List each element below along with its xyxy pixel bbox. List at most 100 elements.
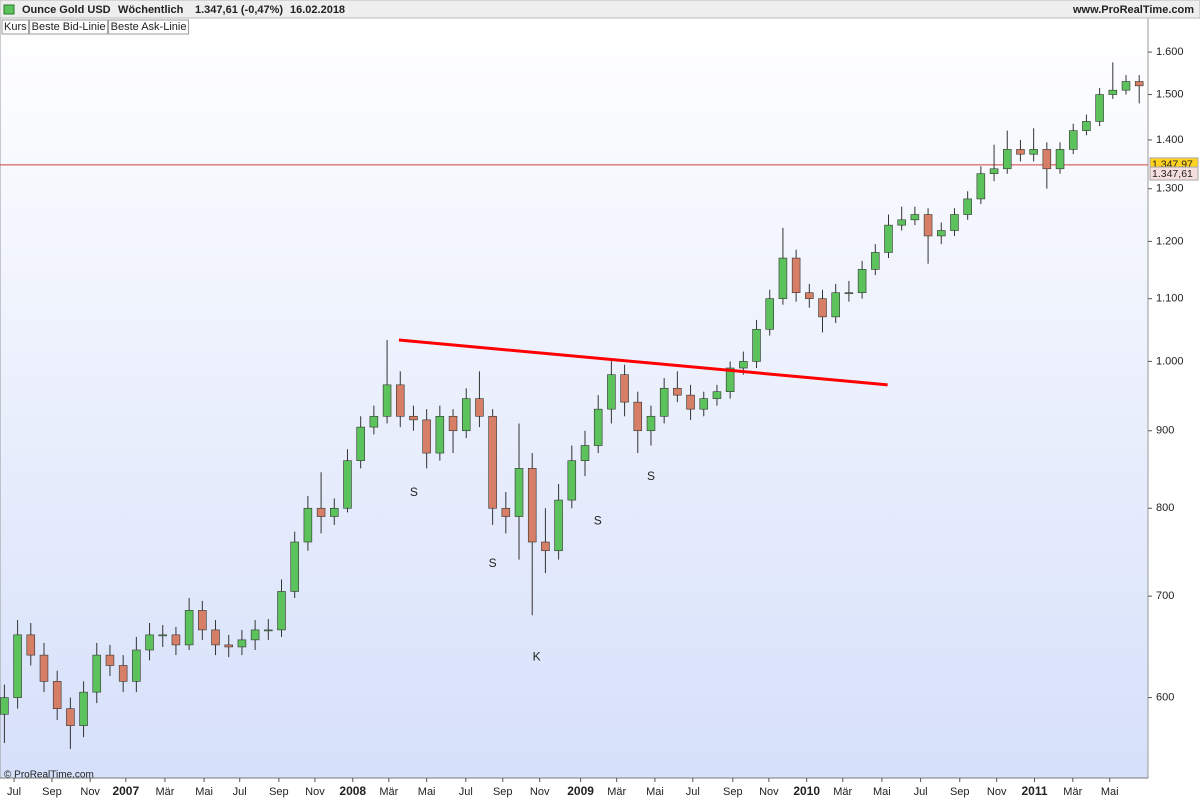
candle-body xyxy=(211,629,220,646)
legend-entry[interactable]: Beste Bid-Linie xyxy=(32,21,106,33)
candle-body xyxy=(132,649,141,682)
annotation: S xyxy=(489,556,497,570)
x-tick-label: Jul xyxy=(7,786,21,798)
candle-body xyxy=(1121,81,1131,91)
trendline xyxy=(398,338,888,387)
legend-box xyxy=(29,19,109,35)
candle-body xyxy=(831,292,840,318)
candle-body xyxy=(765,298,774,330)
annotation: K xyxy=(533,649,541,663)
y-tick-label: 1.200 xyxy=(1156,235,1184,247)
price-tag-label: 1.347,61 xyxy=(1152,168,1193,180)
candle-body xyxy=(26,634,36,656)
y-tick-label: 1.500 xyxy=(1156,88,1184,100)
y-tick-label: 900 xyxy=(1156,425,1174,437)
candle-body xyxy=(620,374,629,403)
candle-body xyxy=(1042,149,1052,170)
candle-body xyxy=(791,257,801,294)
candle-body xyxy=(13,634,22,698)
candle-body xyxy=(382,384,392,417)
x-tick-label: Nov xyxy=(759,786,779,798)
candle-body xyxy=(1095,94,1104,122)
watermark: © ProRealTime.com xyxy=(4,770,94,781)
candle-body xyxy=(105,654,115,666)
annotation: S xyxy=(647,469,655,483)
candle-body xyxy=(871,252,880,270)
candle-body xyxy=(739,361,748,369)
candle-body xyxy=(989,168,999,175)
x-tick-label: Mär xyxy=(379,786,398,798)
date: 16.02.2018 xyxy=(290,4,345,16)
candle-body xyxy=(409,415,418,421)
candle-body xyxy=(884,224,893,253)
x-tick-label: 2011 xyxy=(1021,784,1047,798)
x-tick-label: Mai xyxy=(195,786,213,798)
candle-body xyxy=(923,214,933,237)
candle-body xyxy=(118,665,128,682)
candle-body xyxy=(937,230,946,237)
price-tag xyxy=(1149,166,1199,181)
candle-body xyxy=(659,387,669,417)
candle-body xyxy=(66,708,75,726)
candle-body xyxy=(527,468,537,543)
x-tick-label: Mär xyxy=(1063,786,1082,798)
candle-body xyxy=(950,214,959,231)
candle-body xyxy=(184,610,194,646)
candle-body xyxy=(501,507,511,517)
candle-body xyxy=(435,415,445,454)
candle-body xyxy=(316,507,326,517)
annotation: S xyxy=(594,514,602,528)
x-tick-label: Mär xyxy=(155,786,174,798)
x-tick-label: Mär xyxy=(833,786,852,798)
candle-body xyxy=(725,367,735,393)
x-tick-label: Mai xyxy=(418,786,436,798)
candle-body xyxy=(237,639,247,648)
candle-body xyxy=(343,460,352,509)
x-tick-label: Mär xyxy=(607,786,626,798)
candle-body xyxy=(897,219,906,226)
candle-body xyxy=(910,214,920,221)
candle-body xyxy=(369,415,379,428)
x-tick-label: Jul xyxy=(233,786,247,798)
candle-body xyxy=(396,384,405,417)
y-tick-label: 700 xyxy=(1156,590,1174,602)
candle-body xyxy=(1002,149,1012,170)
candle-body xyxy=(857,269,867,294)
annotation: S xyxy=(410,485,418,499)
candle-body xyxy=(593,408,603,446)
candle-body xyxy=(224,644,233,648)
candle-body xyxy=(1082,121,1091,131)
candle-body xyxy=(646,415,656,432)
candle-body xyxy=(567,460,577,501)
x-tick-label: Nov xyxy=(530,786,550,798)
candle-body xyxy=(250,629,260,641)
x-tick-label: Jul xyxy=(459,786,473,798)
legend-entry[interactable]: Kurs xyxy=(4,21,27,33)
candle-body xyxy=(303,507,313,543)
x-tick-label: Sep xyxy=(269,786,289,798)
candle-body xyxy=(1016,149,1025,155)
x-tick-label: 2010 xyxy=(793,784,820,798)
candle-body xyxy=(976,173,986,200)
candle-body xyxy=(805,292,814,299)
candle-body xyxy=(1068,130,1078,150)
x-tick-label: Sep xyxy=(42,786,62,798)
x-tick-label: Nov xyxy=(80,786,100,798)
candle-body xyxy=(844,292,854,295)
candle-body xyxy=(1055,149,1065,170)
candle-body xyxy=(633,401,643,432)
y-tick-label: 1.100 xyxy=(1156,293,1184,305)
candle-body xyxy=(0,697,9,715)
legend-box xyxy=(1,19,30,35)
candle-body xyxy=(699,398,709,410)
header-bar xyxy=(0,0,1200,19)
title: Ounce Gold USD xyxy=(22,4,111,16)
x-tick-label: 2008 xyxy=(339,784,366,798)
candle-body xyxy=(171,634,181,646)
candle-body xyxy=(277,591,286,631)
legend-entry[interactable]: Beste Ask-Linie xyxy=(111,21,187,33)
candle-body xyxy=(778,257,788,299)
candle-body xyxy=(145,634,154,651)
candle-body xyxy=(818,298,827,318)
